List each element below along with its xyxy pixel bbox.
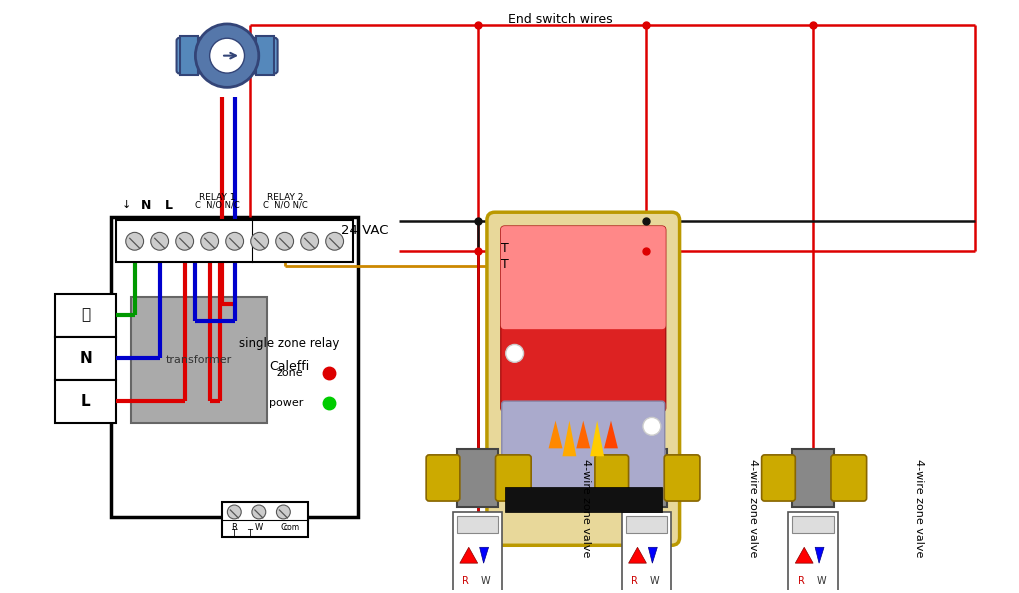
Circle shape <box>276 505 290 519</box>
FancyBboxPatch shape <box>176 38 277 74</box>
Bar <box>452 512 502 593</box>
Circle shape <box>196 24 259 87</box>
Bar <box>457 515 498 534</box>
Circle shape <box>151 232 168 250</box>
FancyBboxPatch shape <box>594 455 628 501</box>
Circle shape <box>301 232 318 250</box>
Polygon shape <box>795 547 812 563</box>
Text: T: T <box>500 242 508 255</box>
Text: R: R <box>231 523 237 532</box>
Text: com: com <box>283 523 300 532</box>
FancyBboxPatch shape <box>500 226 665 329</box>
Circle shape <box>125 232 144 250</box>
Text: 24 VAC: 24 VAC <box>341 224 388 237</box>
Text: L: L <box>81 394 91 409</box>
Text: Caleffi: Caleffi <box>269 361 309 374</box>
Bar <box>131 296 267 423</box>
Text: single zone relay: single zone relay <box>238 336 339 349</box>
Bar <box>211 40 243 62</box>
Bar <box>222 502 308 537</box>
Circle shape <box>210 38 245 73</box>
Text: N: N <box>141 199 151 212</box>
Text: RELAY 2: RELAY 2 <box>267 193 304 202</box>
Text: 4-wire zone valve: 4-wire zone valve <box>580 459 590 557</box>
Text: T: T <box>231 528 236 538</box>
Bar <box>792 449 834 506</box>
Text: T: T <box>247 528 252 538</box>
Polygon shape <box>576 420 590 448</box>
Text: L: L <box>164 199 172 212</box>
FancyBboxPatch shape <box>500 226 665 412</box>
Text: power: power <box>269 398 304 408</box>
Polygon shape <box>561 420 576 456</box>
Text: C: C <box>280 523 286 532</box>
Text: transformer: transformer <box>166 355 232 365</box>
Polygon shape <box>628 547 646 563</box>
FancyBboxPatch shape <box>663 455 699 501</box>
Text: C  N/O N/C: C N/O N/C <box>263 201 308 210</box>
Text: R: R <box>462 576 469 586</box>
Polygon shape <box>479 547 488 563</box>
Circle shape <box>325 232 343 250</box>
Polygon shape <box>460 547 477 563</box>
Bar <box>55 380 116 423</box>
Text: R: R <box>631 576 637 586</box>
Polygon shape <box>548 420 561 448</box>
Circle shape <box>642 417 660 435</box>
FancyBboxPatch shape <box>501 401 664 490</box>
FancyBboxPatch shape <box>426 455 460 501</box>
Text: C  N/O N/C: C N/O N/C <box>195 201 239 210</box>
Circle shape <box>175 232 194 250</box>
Circle shape <box>252 505 266 519</box>
Text: 4-wire zone valve: 4-wire zone valve <box>747 459 757 557</box>
Text: W: W <box>255 523 263 532</box>
Circle shape <box>505 345 523 362</box>
Bar <box>55 337 116 380</box>
Text: zone: zone <box>276 368 304 378</box>
Text: T: T <box>500 258 508 271</box>
FancyBboxPatch shape <box>495 455 531 501</box>
Text: W: W <box>815 576 825 586</box>
Bar <box>116 220 353 263</box>
Bar <box>256 36 274 75</box>
Bar <box>792 515 834 534</box>
Bar <box>55 294 116 337</box>
Bar <box>457 449 498 506</box>
Bar <box>625 515 666 534</box>
Circle shape <box>201 232 218 250</box>
FancyBboxPatch shape <box>761 455 795 501</box>
Bar <box>180 36 198 75</box>
Bar <box>625 449 666 506</box>
Text: ↓: ↓ <box>121 200 130 211</box>
Text: RELAY 1: RELAY 1 <box>199 193 235 202</box>
Circle shape <box>251 232 268 250</box>
Polygon shape <box>648 547 656 563</box>
Text: 4-wire zone valve: 4-wire zone valve <box>913 459 923 557</box>
Text: ⏚: ⏚ <box>81 308 90 323</box>
Text: W: W <box>649 576 658 586</box>
Bar <box>621 512 671 593</box>
FancyBboxPatch shape <box>830 455 866 501</box>
Polygon shape <box>590 420 603 456</box>
Bar <box>504 487 661 512</box>
Text: R: R <box>797 576 804 586</box>
Text: End switch wires: End switch wires <box>507 12 612 25</box>
Circle shape <box>227 505 240 519</box>
Polygon shape <box>814 547 823 563</box>
FancyBboxPatch shape <box>486 212 679 546</box>
Bar <box>111 217 358 517</box>
Circle shape <box>275 232 293 250</box>
Polygon shape <box>603 420 618 448</box>
Text: W: W <box>480 576 490 586</box>
Bar <box>788 512 837 593</box>
Text: N: N <box>79 350 92 366</box>
Circle shape <box>225 232 244 250</box>
